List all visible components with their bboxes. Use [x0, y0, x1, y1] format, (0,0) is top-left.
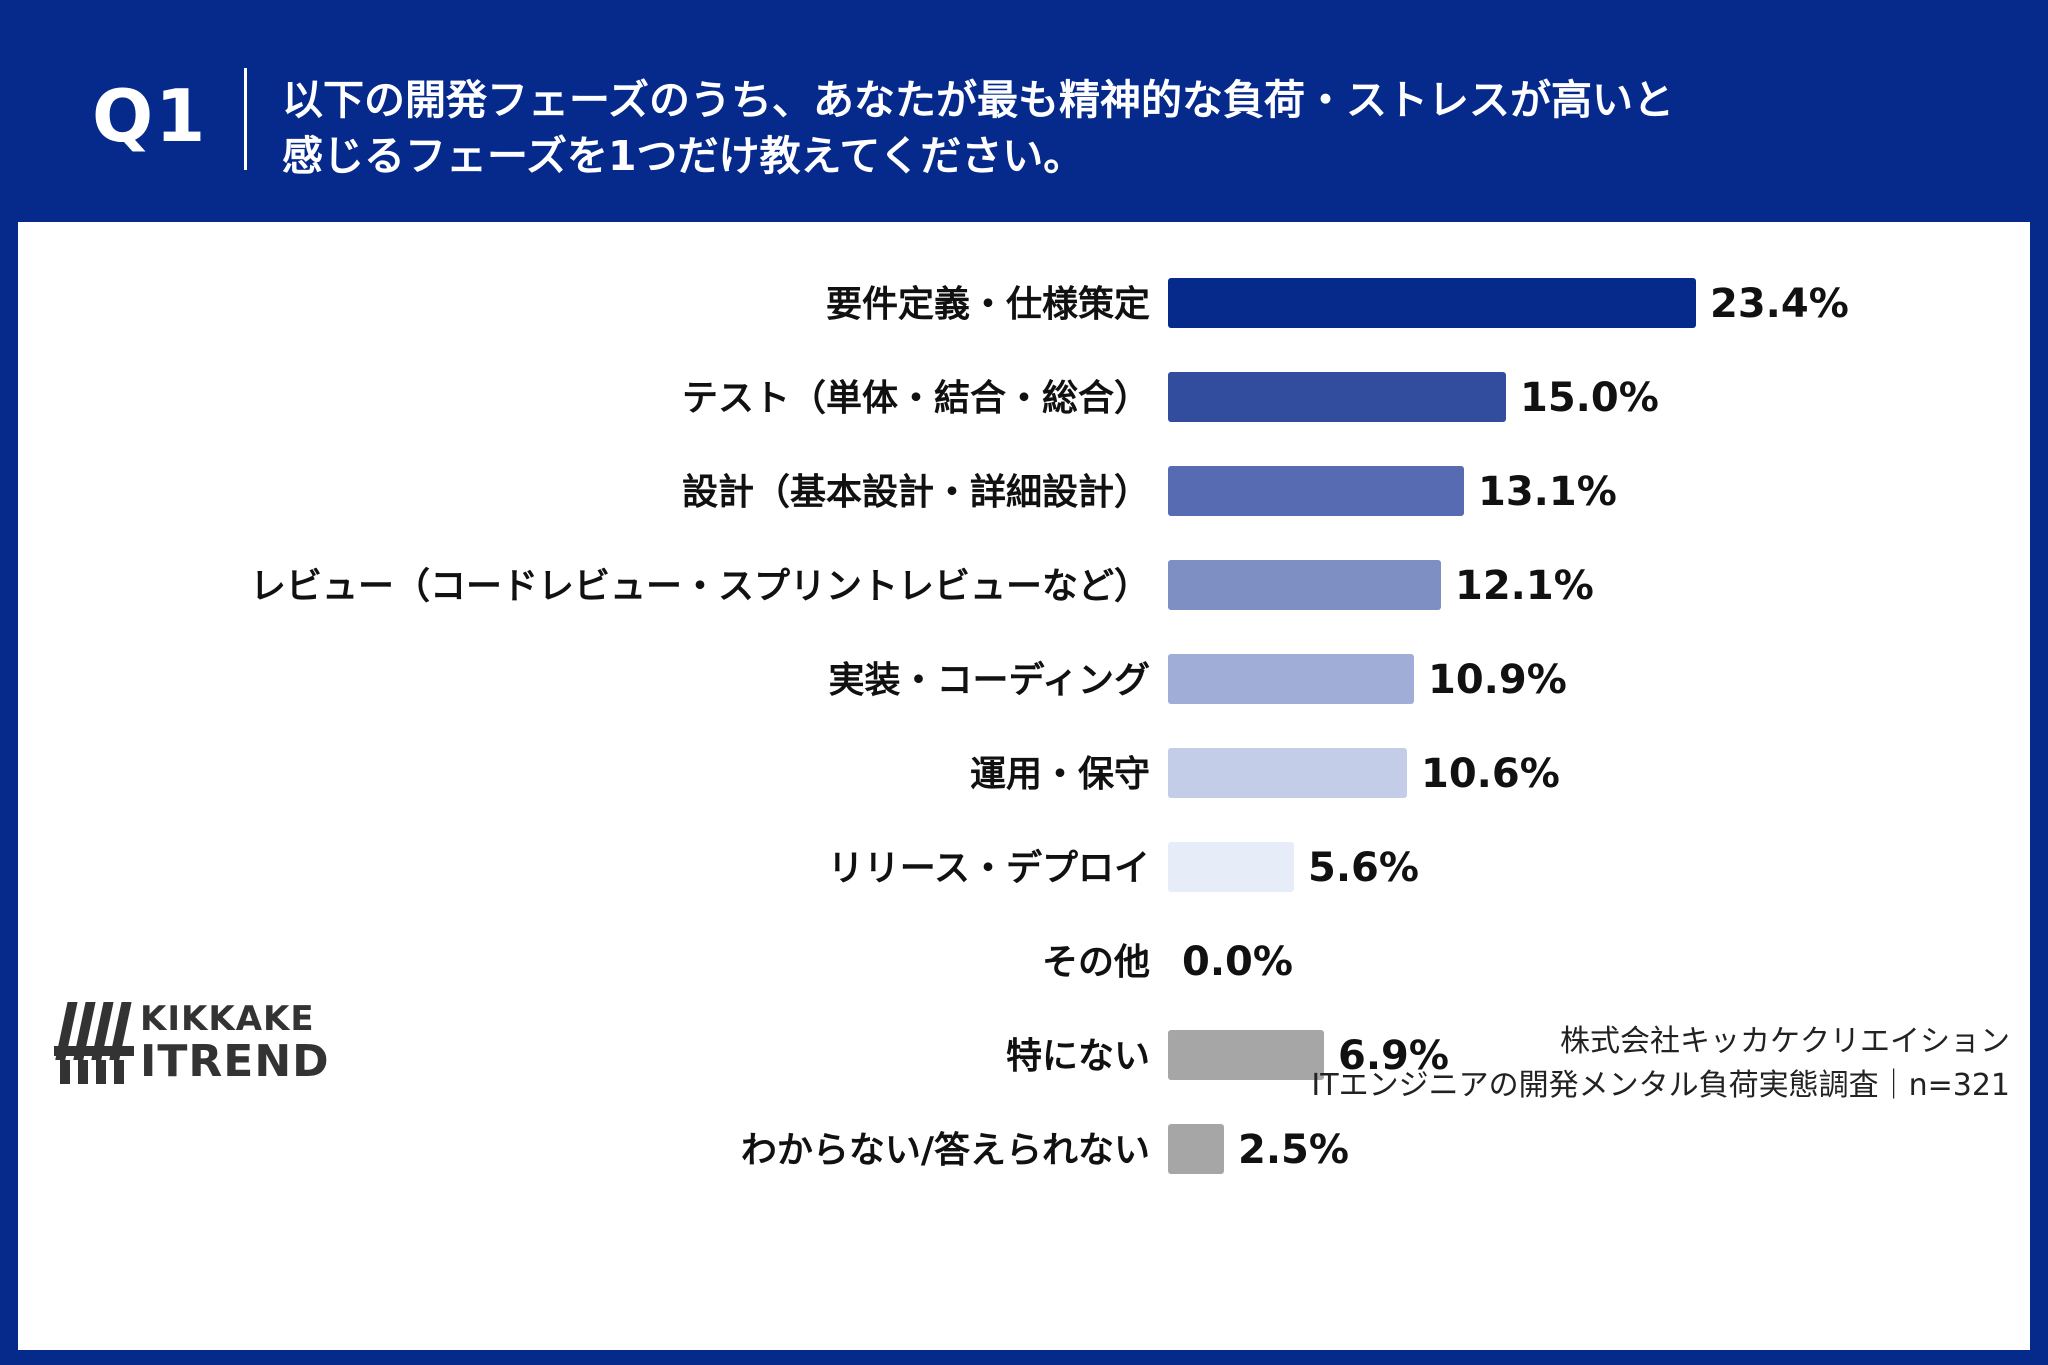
chart-panel: [18, 222, 2030, 1350]
question-line-1: 以下の開発フェーズのうち、あなたが最も精神的な負荷・ストレスが高いと: [282, 76, 1674, 124]
category-label: その他: [1042, 942, 1150, 983]
value-label: 6.9%: [1338, 1033, 1449, 1079]
footer-survey: ITエンジニアの開発メンタル負荷実態調査｜n=321: [1311, 1068, 2010, 1103]
category-label: わからない/答えられない: [741, 1130, 1150, 1171]
bar: [1168, 560, 1441, 610]
logo-line-1: KIKKAKE: [140, 999, 315, 1039]
category-label: 設計（基本設計・詳細設計）: [682, 472, 1150, 513]
header: Q1 以下の開発フェーズのうち、あなたが最も精神的な負荷・ストレスが高いと 感じ…: [0, 0, 2048, 222]
header-divider: [244, 68, 247, 170]
value-label: 0.0%: [1182, 939, 1293, 985]
value-label: 12.1%: [1455, 563, 1594, 609]
value-label: 5.6%: [1308, 845, 1419, 891]
bar: [1168, 278, 1696, 328]
question-number: Q1: [92, 74, 208, 158]
question-line-2: 感じるフェーズを1つだけ教えてください。: [282, 132, 1085, 180]
value-label: 2.5%: [1238, 1127, 1349, 1173]
bar: [1168, 748, 1407, 798]
bar: [1168, 372, 1506, 422]
bar: [1168, 466, 1464, 516]
value-label: 10.6%: [1421, 751, 1560, 797]
value-label: 13.1%: [1478, 469, 1617, 515]
category-label: 特にない: [1006, 1036, 1150, 1077]
category-label: 要件定義・仕様策定: [826, 284, 1150, 325]
bar: [1168, 1030, 1324, 1080]
footer-company: 株式会社キッカケクリエイション: [1560, 1024, 2010, 1059]
value-label: 10.9%: [1428, 657, 1567, 703]
logo-mark-icon: [54, 1002, 134, 1084]
category-label: 運用・保守: [970, 754, 1150, 795]
category-label: テスト（単体・結合・総合）: [682, 378, 1150, 419]
value-label: 15.0%: [1520, 375, 1659, 421]
bar: [1168, 654, 1414, 704]
bar: [1168, 842, 1294, 892]
footer-credits: 株式会社キッカケクリエイション ITエンジニアの開発メンタル負荷実態調査｜n=3…: [1311, 1020, 2010, 1108]
category-label: レビュー（コードレビュー・スプリントレビューなど）: [250, 566, 1150, 607]
kikkake-itrend-logo: KIKKAKE ITREND: [50, 1000, 329, 1090]
value-label: 23.4%: [1710, 281, 1849, 327]
category-label: 実装・コーディング: [829, 659, 1150, 701]
bar: [1168, 1124, 1224, 1174]
question-text: 以下の開発フェーズのうち、あなたが最も精神的な負荷・ストレスが高いと 感じるフェ…: [282, 72, 1982, 184]
logo-text: KIKKAKE ITREND: [140, 1000, 330, 1086]
category-label: リリース・デプロイ: [828, 847, 1150, 889]
logo-line-2: ITREND: [140, 1036, 330, 1087]
